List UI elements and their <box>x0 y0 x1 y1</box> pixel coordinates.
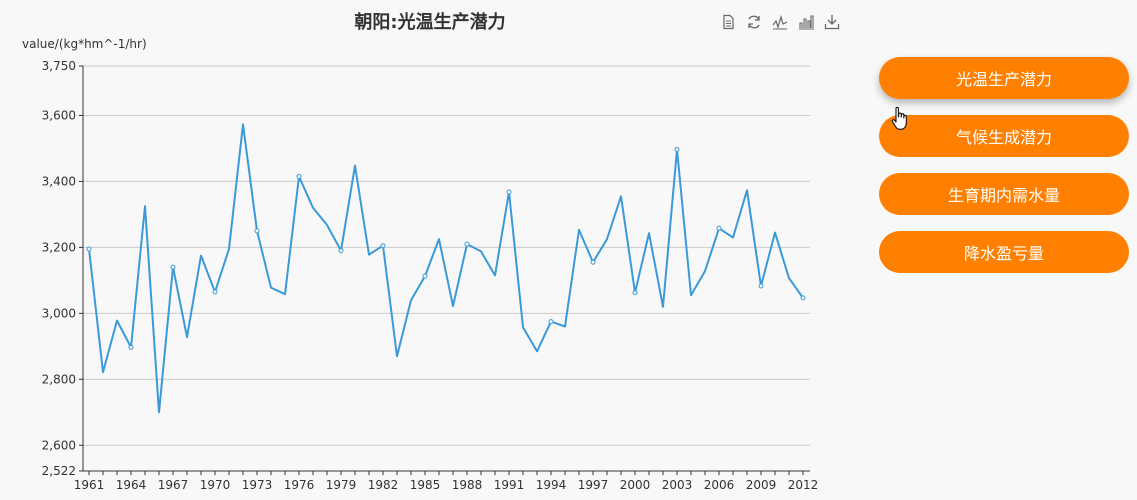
hand-cursor-icon <box>891 106 907 130</box>
y-tick-label: 2,522 <box>42 464 76 478</box>
x-tick-label: 2012 <box>788 478 819 492</box>
y-tick-label: 3,750 <box>42 59 76 73</box>
data-point <box>800 295 806 301</box>
x-tick-label: 2006 <box>704 478 735 492</box>
y-axis-label: value/(kg*hm^-1/hr) <box>22 37 147 51</box>
chart-toolbox <box>718 12 842 32</box>
y-tick-label: 3,000 <box>42 306 76 320</box>
restore-icon[interactable] <box>744 12 764 32</box>
x-tick-label: 1976 <box>284 478 315 492</box>
button-growth-water-demand[interactable]: 生育期内需水量 <box>879 173 1129 215</box>
data-view-icon[interactable] <box>718 12 738 32</box>
data-point <box>296 173 302 179</box>
data-point <box>212 289 218 295</box>
data-point <box>506 189 512 195</box>
y-tick-label: 3,600 <box>42 108 76 122</box>
line-chart-icon[interactable] <box>770 12 790 32</box>
data-point <box>674 146 680 152</box>
x-tick-label: 1997 <box>578 478 609 492</box>
data-point <box>422 273 428 279</box>
data-point <box>128 344 134 350</box>
data-point <box>758 283 764 289</box>
x-tick-label: 1970 <box>200 478 231 492</box>
chart-area: 朝阳:光温生产潜力 value/(kg*hm^-1/hr) 2,522 2,600… <box>22 12 842 492</box>
y-tick-label: 2,600 <box>42 438 76 452</box>
x-tick-label: 2000 <box>620 478 651 492</box>
button-light-temp-potential[interactable]: 光温生产潜力 <box>879 57 1129 99</box>
data-point <box>338 248 344 254</box>
x-tick-label: 2003 <box>662 478 693 492</box>
x-tick-label: 1961 <box>74 478 105 492</box>
data-point <box>380 243 386 249</box>
x-tick-label: 1964 <box>116 478 147 492</box>
x-tick-label: 2009 <box>746 478 777 492</box>
button-climate-potential[interactable]: 气候生成潜力 <box>879 115 1129 157</box>
data-point <box>632 290 638 296</box>
metric-button-group: 光温生产潜力 气候生成潜力 生育期内需水量 降水盈亏量 <box>879 57 1129 289</box>
x-tick-label: 1979 <box>326 478 357 492</box>
data-point <box>254 228 260 234</box>
bar-chart-icon[interactable] <box>796 12 816 32</box>
x-tick-label: 1982 <box>368 478 399 492</box>
data-point <box>170 264 176 270</box>
x-tick-label: 1967 <box>158 478 189 492</box>
x-tick-label: 1988 <box>452 478 483 492</box>
data-point <box>548 319 554 325</box>
x-tick-label: 1991 <box>494 478 525 492</box>
x-tick-label: 1985 <box>410 478 441 492</box>
data-point <box>716 225 722 231</box>
series-line <box>88 123 804 414</box>
data-point <box>86 246 92 252</box>
data-point <box>464 241 470 247</box>
button-precip-surplus-deficit[interactable]: 降水盈亏量 <box>879 231 1129 273</box>
y-tick-label: 2,800 <box>42 372 76 386</box>
chart-title: 朝阳:光温生产潜力 <box>354 12 506 33</box>
data-point <box>590 259 596 265</box>
y-tick-label: 3,200 <box>42 240 76 254</box>
y-tick-label: 3,400 <box>42 174 76 188</box>
line-chart: 2,522 2,600 2,800 3,000 3,200 3,400 3,600 3,750… <box>42 59 819 492</box>
x-tick-label: 1973 <box>242 478 273 492</box>
x-tick-label: 1994 <box>536 478 567 492</box>
download-icon[interactable] <box>822 12 842 32</box>
